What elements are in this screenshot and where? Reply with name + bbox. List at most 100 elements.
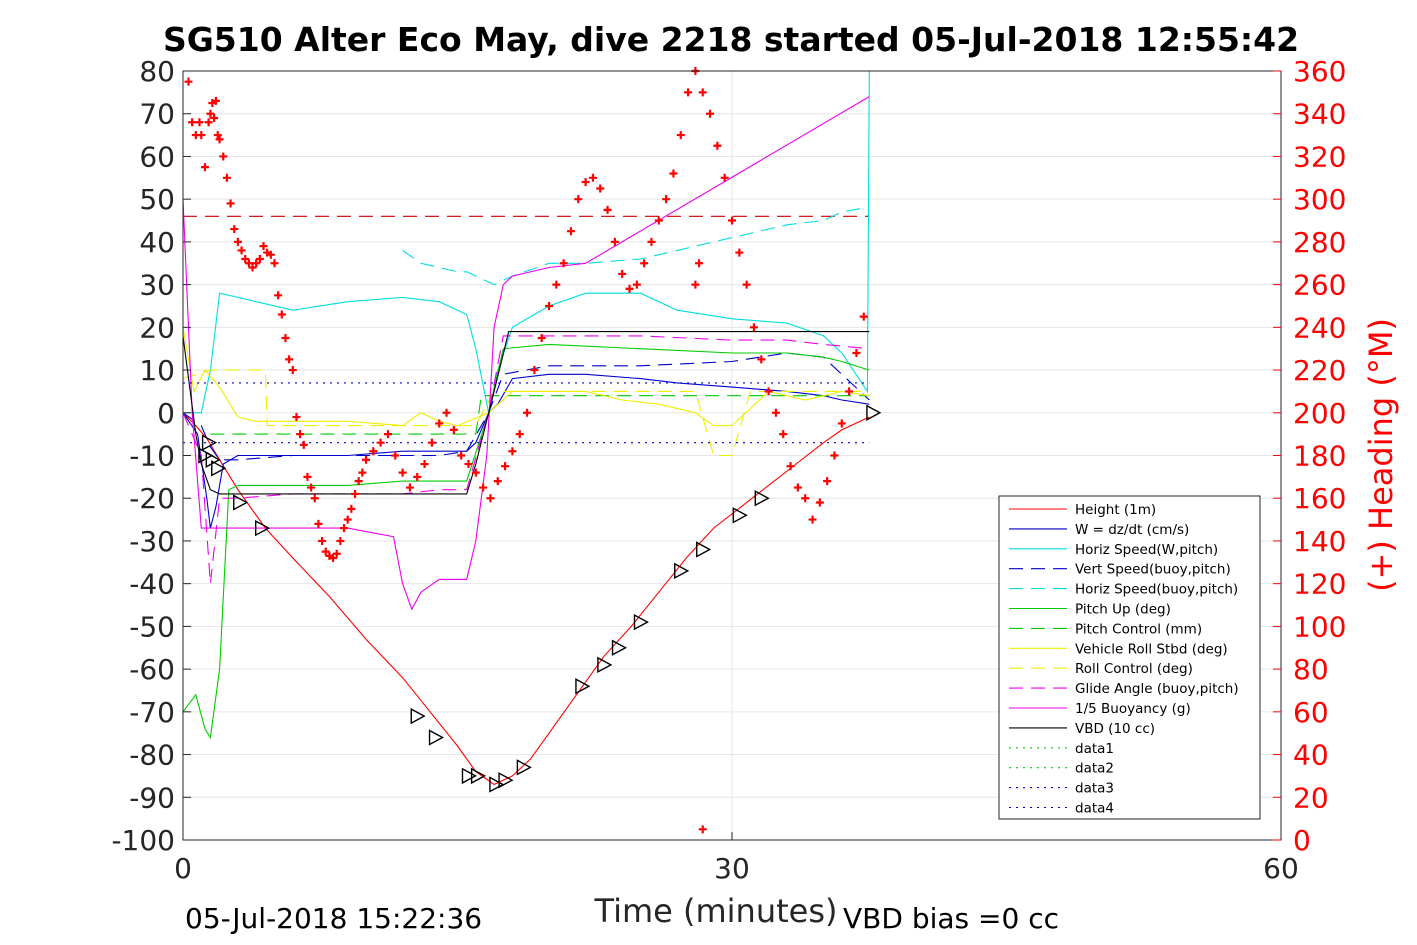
- heading-point: [471, 468, 480, 477]
- triangle-marker: [754, 490, 770, 507]
- triangle-marker: [597, 656, 613, 674]
- triangle-markers: [198, 404, 882, 793]
- heading-point: [237, 246, 246, 255]
- heading-point: [206, 109, 215, 118]
- y-right-tick-label: 300: [1293, 183, 1346, 216]
- heading-point: [486, 494, 495, 503]
- triangle-marker: [489, 776, 505, 793]
- y-right-tick-label: 260: [1293, 269, 1346, 302]
- heading-point: [270, 259, 279, 268]
- heading-point: [552, 280, 561, 289]
- heading-point: [618, 269, 627, 278]
- y-right-tick-label: 280: [1293, 226, 1346, 259]
- heading-point: [654, 216, 663, 225]
- heading-point: [588, 173, 597, 182]
- heading-point: [266, 250, 275, 259]
- y-right-tick-label: 180: [1293, 440, 1346, 473]
- heading-point: [351, 489, 360, 498]
- y-left-tick-label: 40: [139, 226, 175, 259]
- heading-point: [749, 323, 758, 332]
- heading-point: [281, 334, 290, 343]
- heading-point: [457, 451, 466, 460]
- heading-point: [695, 259, 704, 268]
- heading-point: [537, 334, 546, 343]
- y-left-tick-label: 70: [139, 98, 175, 131]
- triangle-marker: [198, 447, 214, 464]
- y-axis-right: 3603403203002802602402202001801601401201…: [1273, 55, 1346, 857]
- heading-point: [815, 498, 824, 507]
- heading-point: [464, 460, 473, 469]
- heading-point: [369, 447, 378, 456]
- heading-point: [596, 184, 605, 193]
- heading-point: [318, 536, 327, 545]
- y-left-tick-label: -60: [129, 653, 175, 686]
- y-left-tick-label: -90: [129, 781, 175, 814]
- x-axis: 0 30 60: [174, 832, 1299, 885]
- series-line: [182, 412, 870, 786]
- y-left-tick-label: 20: [139, 311, 175, 344]
- y-left-tick-label: -100: [111, 824, 175, 857]
- heading-point: [530, 366, 539, 375]
- heading-point: [771, 408, 780, 417]
- heading-point: [515, 430, 524, 439]
- y-left-tick-label: 30: [139, 269, 175, 302]
- y-left-tick-label: -20: [129, 482, 175, 515]
- heading-point: [391, 451, 400, 460]
- heading-point: [647, 237, 656, 246]
- triangle-marker: [428, 729, 445, 746]
- heading-point: [296, 430, 305, 439]
- heading-point: [574, 195, 583, 204]
- y-left-tick-label: 80: [139, 55, 175, 88]
- heading-point: [625, 284, 634, 293]
- heading-point: [343, 515, 352, 524]
- triangle-marker: [575, 678, 591, 695]
- heading-point: [720, 173, 729, 182]
- footer-vbd-bias: VBD bias =0 cc: [843, 902, 1059, 935]
- y-right-tick-label: 120: [1293, 568, 1346, 601]
- y-left-tick-label: 50: [139, 183, 175, 216]
- x-axis-label: Time (minutes): [594, 892, 838, 930]
- heading-point: [383, 430, 392, 439]
- triangle-marker: [461, 767, 477, 785]
- chart-title: SG510 Alter Eco May, dive 2218 started 0…: [163, 20, 1299, 59]
- heading-point: [479, 483, 488, 492]
- legend-label: Pitch Up (deg): [1075, 602, 1171, 618]
- y-right-tick-label: 140: [1293, 525, 1346, 558]
- heading-point: [299, 440, 308, 449]
- heading-point: [837, 419, 846, 428]
- triangle-marker: [205, 451, 221, 468]
- legend-label: data2: [1075, 761, 1114, 777]
- heading-point: [347, 504, 356, 513]
- heading-point: [501, 462, 510, 471]
- heading-point: [307, 483, 316, 492]
- y-left-tick-label: -10: [129, 440, 175, 473]
- heading-point: [640, 259, 649, 268]
- heading-point: [523, 408, 532, 417]
- heading-point: [285, 355, 294, 364]
- y-right-tick-label: 40: [1293, 739, 1329, 772]
- legend-label: Pitch Control (mm): [1075, 621, 1202, 637]
- heading-point: [336, 536, 345, 545]
- heading-point: [610, 237, 619, 246]
- heading-point: [662, 195, 671, 204]
- x-tick-label: 30: [714, 852, 750, 885]
- heading-point: [698, 88, 707, 97]
- heading-point: [230, 225, 239, 234]
- heading-point: [713, 141, 722, 150]
- legend-label: Vehicle Roll Stbd (deg): [1075, 641, 1228, 657]
- y-right-tick-label: 220: [1293, 354, 1346, 387]
- legend-label: Roll Control (deg): [1075, 661, 1193, 677]
- legend-label: Vert Speed(buoy,pitch): [1075, 562, 1231, 578]
- x-tick-label: 60: [1263, 852, 1299, 885]
- heading-point: [362, 455, 370, 464]
- heading-point: [764, 387, 773, 396]
- heading-point: [184, 77, 193, 86]
- triangle-marker: [611, 639, 628, 656]
- heading-point: [321, 547, 330, 556]
- heading-point: [252, 259, 261, 268]
- heading-point: [823, 477, 832, 486]
- heading-point: [735, 248, 744, 257]
- series-line: [182, 335, 870, 584]
- series-lines: [182, 70, 870, 786]
